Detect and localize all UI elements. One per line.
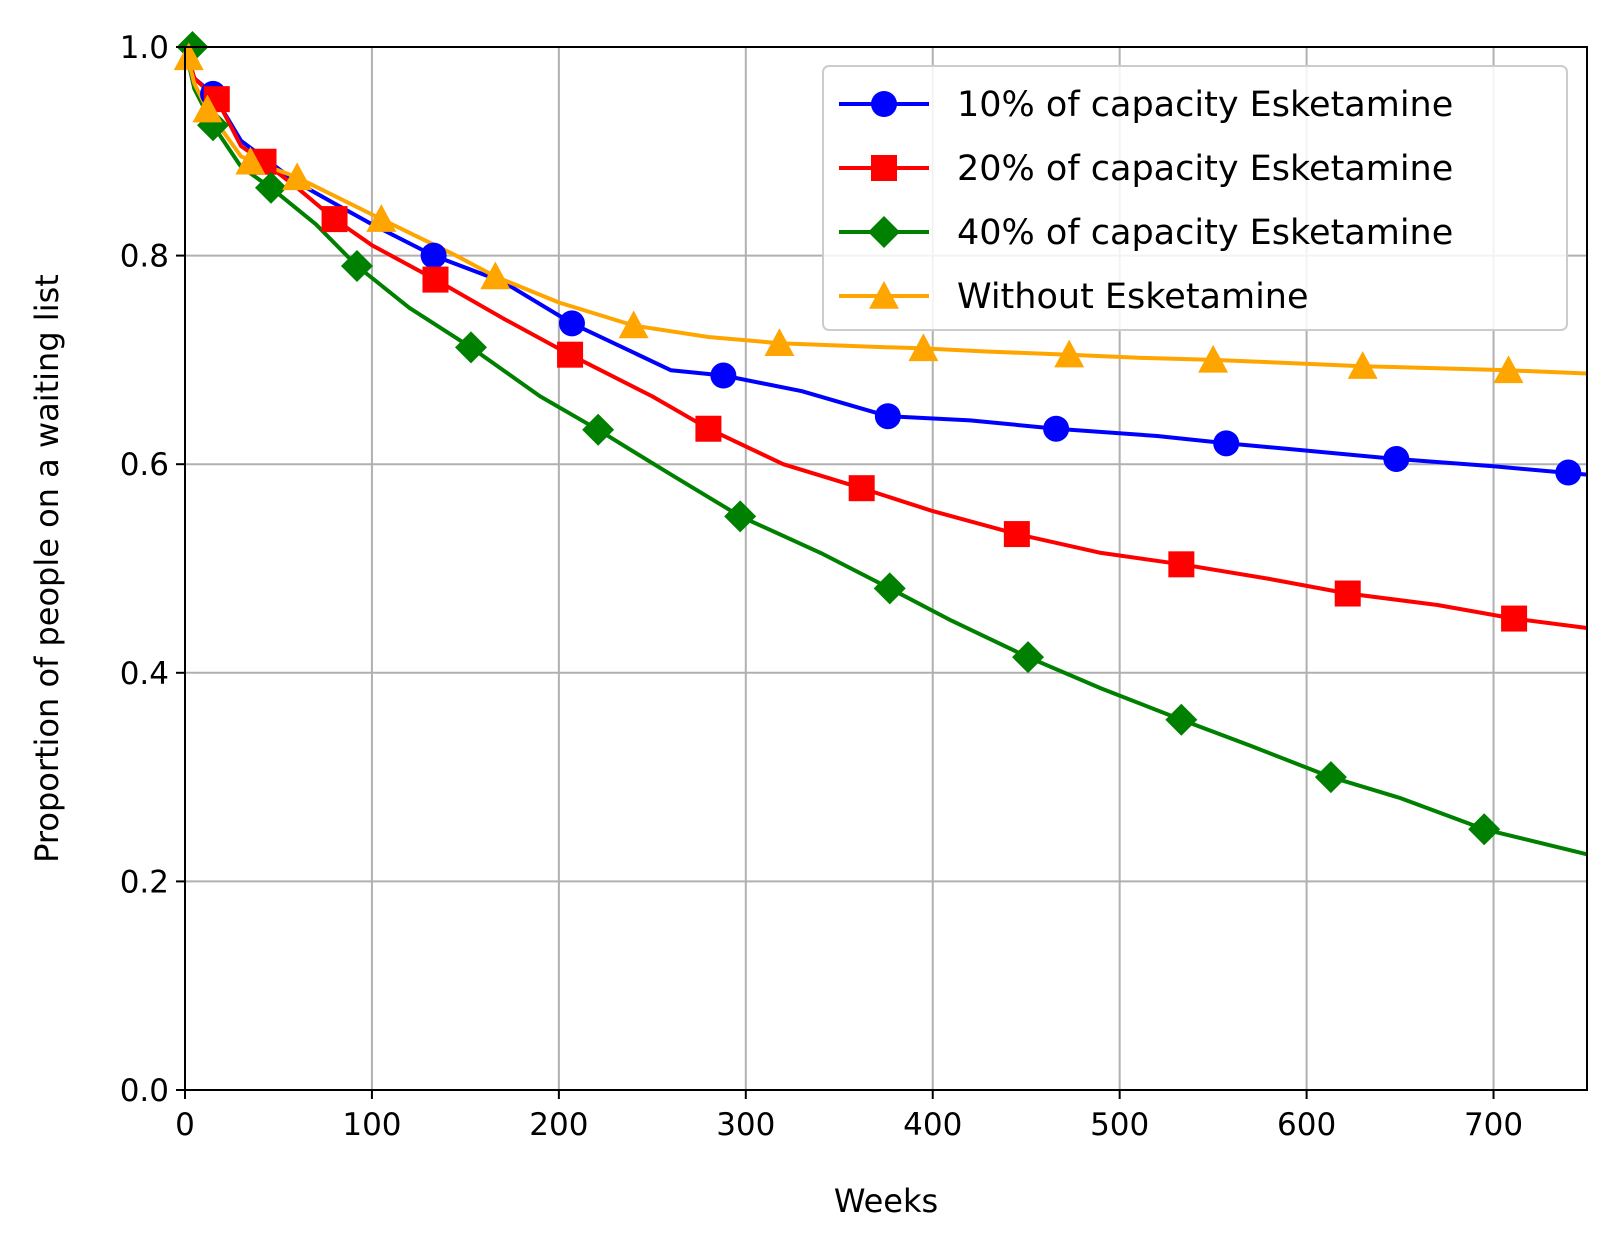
series-markers [173,31,1582,846]
x-tick-label: 0 [175,1107,195,1143]
data-point-series-3 [1165,703,1198,736]
x-tick-label: 200 [529,1107,588,1143]
data-point-series-4 [235,146,266,175]
data-point-series-4 [192,94,223,123]
data-point-series-4 [480,261,511,290]
data-point-series-3 [1468,813,1501,846]
legend-marker [869,281,899,309]
x-axis-label: Weeks [834,1182,938,1220]
y-tick-label: 0.2 [120,864,169,900]
data-point-series-1 [1043,415,1070,442]
data-point-series-4 [908,333,939,362]
x-tick-label: 700 [1464,1107,1523,1143]
data-point-series-3 [340,250,373,283]
data-point-series-4 [764,328,795,356]
legend-marker [871,155,897,181]
data-point-series-2 [848,475,875,502]
data-point-series-2 [422,266,449,293]
data-point-series-2 [321,206,348,233]
y-axis-label: Proportion of people on a waiting list [28,274,66,863]
x-tick-label: 600 [1277,1107,1336,1143]
data-point-series-4 [618,310,649,339]
data-point-series-1 [874,403,901,430]
data-point-series-3 [1314,761,1347,794]
x-tick-label: 400 [903,1107,962,1143]
y-tick-label: 0.0 [120,1073,169,1109]
data-point-series-1 [558,310,585,337]
data-point-series-3 [873,572,906,605]
y-axis-ticks: 0.0 0.2 0.4 0.6 0.8 1.0 [120,30,185,1109]
y-tick-label: 0.6 [120,447,169,483]
data-point-series-1 [1383,445,1410,472]
legend: 10% of capacity Esketamine 20% of capacit… [822,65,1568,331]
legend-marker [868,216,900,248]
legend-label: 10% of capacity Esketamine [957,85,1453,125]
legend-marker [871,91,897,117]
data-point-series-4 [366,204,397,232]
legend-label: Without Esketamine [957,277,1309,317]
data-point-series-1 [1213,430,1240,457]
y-tick-label: 0.4 [120,656,169,692]
data-point-series-2 [1501,605,1528,632]
data-point-series-3 [582,413,615,446]
data-point-series-2 [1003,521,1030,548]
data-point-series-3 [455,331,488,364]
data-point-series-1 [710,362,737,389]
data-point-series-4 [1493,355,1524,384]
data-point-series-4 [1347,351,1378,379]
data-point-series-1 [420,242,447,269]
legend-label: 20% of capacity Esketamine [957,149,1453,189]
x-tick-label: 300 [716,1107,775,1143]
data-point-series-2 [695,415,722,442]
y-tick-label: 1.0 [120,30,169,66]
plot-frame [184,46,1588,1091]
legend-label: 40% of capacity Esketamine [957,213,1453,253]
data-point-series-4 [1054,339,1085,368]
data-point-series-3 [254,171,287,204]
data-point-series-4 [282,162,313,191]
y-tick-label: 0.8 [120,239,169,275]
data-point-series-3 [1012,641,1045,674]
data-point-series-2 [1168,551,1195,578]
x-tick-label: 500 [1090,1107,1149,1143]
data-point-series-2 [557,341,584,368]
legend-box [822,65,1568,331]
x-tick-label: 100 [342,1107,401,1143]
data-point-series-4 [1198,344,1229,373]
data-point-series-2 [1334,580,1361,607]
data-point-series-4 [173,42,204,71]
data-point-series-3 [724,500,757,533]
x-axis-ticks: 0 100 200 300 400 500 600 700 [175,1090,1523,1143]
data-point-series-1 [1555,459,1582,486]
